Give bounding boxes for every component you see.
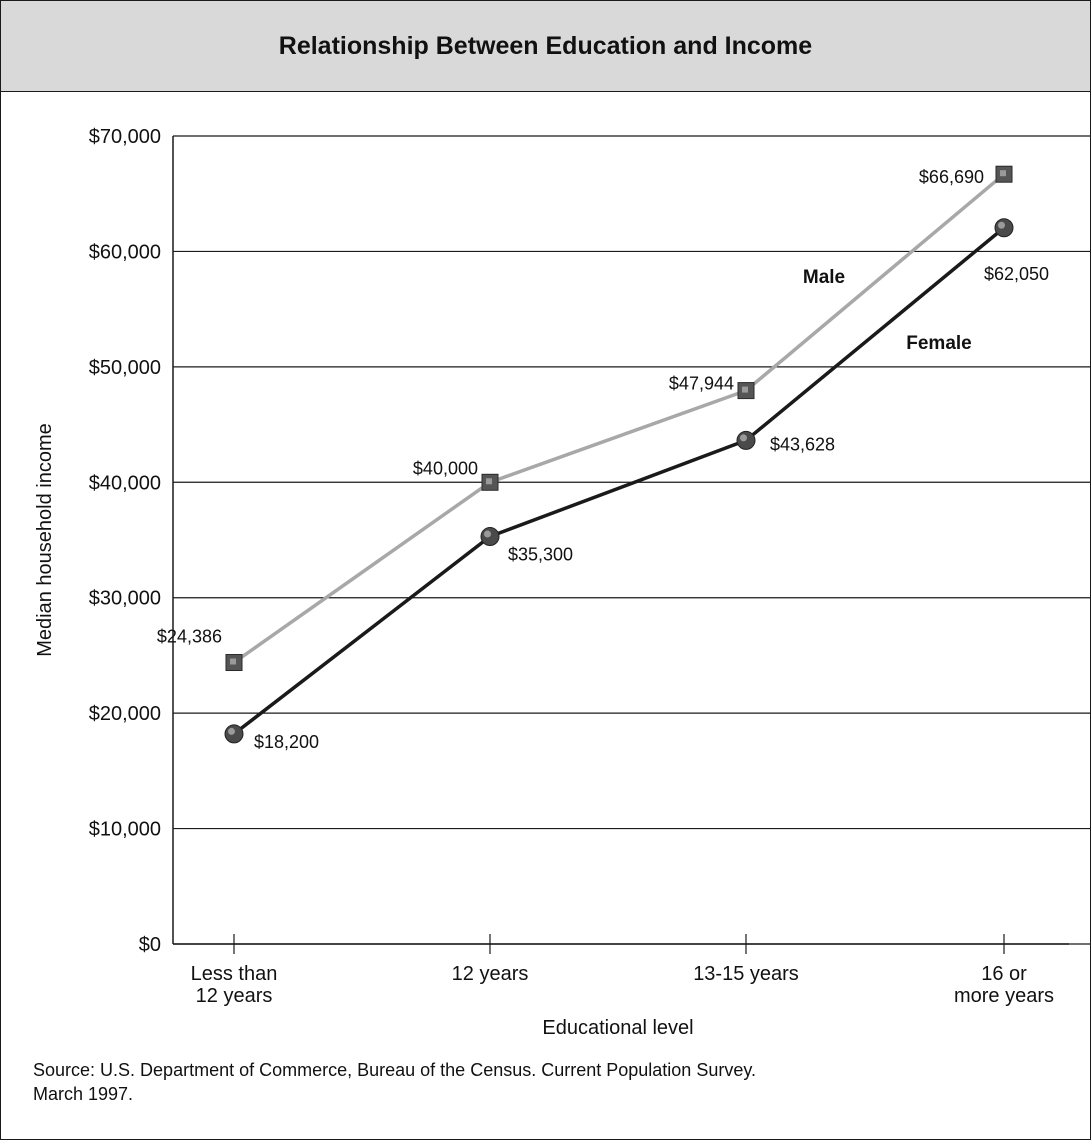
- marker-highlight: [742, 386, 748, 393]
- series-line-female: [232, 226, 1006, 736]
- marker-circle: [736, 430, 756, 450]
- data-labels: $24,386 $40,000 $47,944 $66,690 $18,200 $35,3…: [157, 167, 1049, 752]
- y-tick-label: $40,000: [89, 472, 161, 494]
- y-axis-title: Median household income: [34, 423, 56, 657]
- series-lines: [232, 172, 1006, 736]
- marker-highlight: [228, 727, 235, 735]
- source-note: Source: U.S. Department of Commerce, Bur…: [33, 1058, 1053, 1106]
- x-tick-label: Less than 12 years: [191, 963, 278, 1007]
- marker-highlight: [230, 658, 236, 665]
- x-axis-ticks: Less than 12 years 12 years 13-15 years 16 o…: [191, 934, 1054, 1007]
- marker-circle: [480, 527, 500, 547]
- series-line-male: [232, 172, 1006, 664]
- chart-title: Relationship Between Education and Incom…: [278, 31, 813, 60]
- series-label-male: Male: [803, 267, 845, 288]
- marker-circle: [994, 218, 1014, 238]
- chart-header: Relationship Between Education and Incom…: [1, 1, 1090, 92]
- y-tick-label: $30,000: [89, 588, 161, 610]
- data-label-male: $47,944: [669, 374, 734, 394]
- series-label-female: Female: [906, 333, 971, 354]
- y-tick-label: $60,000: [89, 241, 161, 263]
- marker-highlight: [998, 221, 1005, 229]
- marker-highlight: [486, 478, 492, 485]
- source-line-1: Source: U.S. Department of Commerce, Bur…: [33, 1060, 757, 1080]
- marker-highlight: [484, 530, 491, 538]
- x-tick-label: 13-15 years: [693, 963, 799, 985]
- y-tick-label: $70,000: [89, 126, 161, 148]
- y-tick-label: $0: [139, 934, 161, 956]
- data-label-male: $40,000: [413, 458, 478, 478]
- data-label-male: $24,386: [157, 627, 222, 647]
- y-axis-ticks: $0 $10,000 $20,000 $30,000 $40,000 $50,000 $60…: [89, 126, 161, 956]
- marker-highlight: [1000, 170, 1006, 177]
- data-label-female: $18,200: [254, 732, 319, 752]
- marker-highlight: [740, 434, 747, 442]
- data-label-female: $35,300: [508, 545, 573, 565]
- y-tick-label: $20,000: [89, 703, 161, 725]
- gridlines: [173, 135, 1090, 945]
- series-markers: [224, 165, 1014, 744]
- data-label-female: $43,628: [770, 434, 835, 454]
- line-chart: $0 $10,000 $20,000 $30,000 $40,000 $50,000 $60…: [34, 126, 1090, 1039]
- x-axis-title: Educational level: [542, 1017, 693, 1039]
- y-tick-label: $10,000: [89, 819, 161, 841]
- source-line-2: March 1997.: [33, 1084, 134, 1104]
- x-tick-label: 12 years: [452, 963, 529, 985]
- y-tick-label: $50,000: [89, 357, 161, 379]
- x-tick-label: 16 or more years: [954, 963, 1054, 1007]
- data-label-female: $62,050: [984, 264, 1049, 284]
- axes: [172, 136, 1069, 945]
- marker-circle: [224, 724, 244, 744]
- data-label-male: $66,690: [919, 167, 984, 187]
